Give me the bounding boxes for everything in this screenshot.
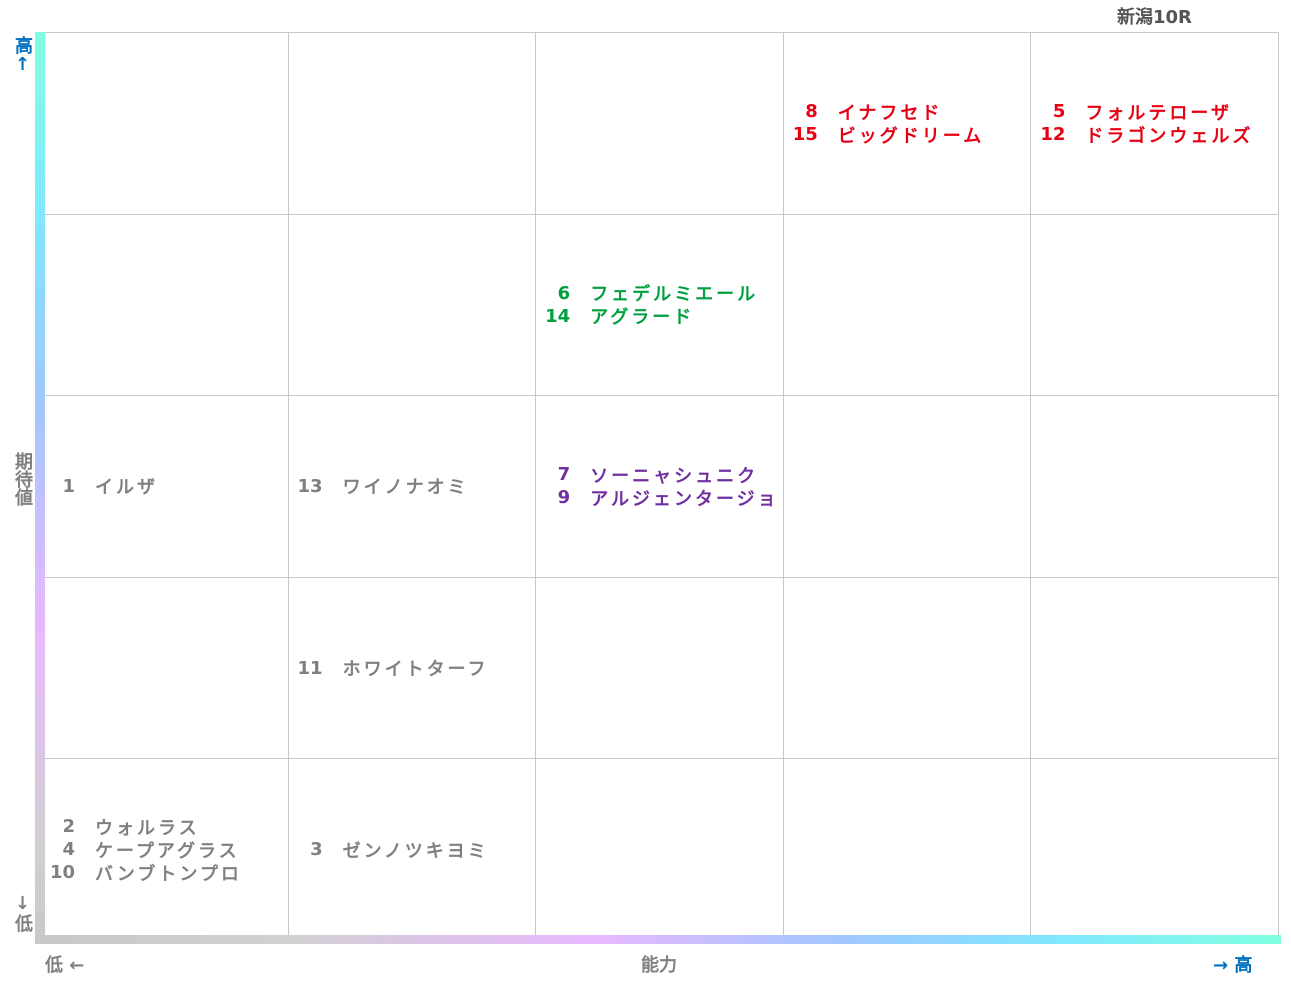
horse-name: ケープアグラス bbox=[95, 840, 240, 862]
horse-number: 3 bbox=[310, 839, 323, 861]
entry: 10 バンブトンプロ bbox=[41, 861, 288, 885]
grid: 8 イナフセド 15 ビッグドリーム 5 フォルテローザ 12 ドラゴンウェルズ 6 フェデルミエ… bbox=[41, 32, 1279, 941]
cell: 3 ゼンノツキヨミ bbox=[288, 759, 537, 941]
cell bbox=[783, 577, 1032, 760]
horse-number: 14 bbox=[545, 305, 571, 327]
entry: 8 イナフセド bbox=[784, 100, 1031, 124]
cell: 5 フォルテローザ 12 ドラゴンウェルズ bbox=[1031, 33, 1279, 215]
cell: 7 ソーニャシュニク 9 アルジェンタージョ bbox=[536, 396, 784, 578]
cell bbox=[1031, 396, 1279, 578]
horse-name: フェデルミエール bbox=[590, 284, 759, 306]
entry: 7 ソーニャシュニク bbox=[536, 463, 783, 487]
horse-number: 11 bbox=[297, 657, 323, 679]
cell: 11 ホワイトターフ bbox=[288, 577, 537, 760]
entry: 4 ケープアグラス bbox=[41, 838, 288, 862]
horse-name: イナフセド bbox=[837, 102, 943, 124]
cell bbox=[536, 33, 784, 215]
horse-number: 9 bbox=[557, 487, 571, 509]
x-axis-high: → 高 bbox=[1213, 955, 1253, 976]
cell bbox=[536, 759, 784, 941]
cell bbox=[1031, 759, 1279, 941]
horse-name: アグラード bbox=[590, 307, 695, 329]
cell bbox=[783, 396, 1032, 578]
cell bbox=[1031, 577, 1279, 760]
entry: 15 ビッグドリーム bbox=[784, 123, 1031, 147]
horse-number: 1 bbox=[62, 475, 75, 497]
x-axis-label: 能力 bbox=[641, 955, 677, 976]
horse-name: ゼンノツキヨミ bbox=[342, 840, 489, 862]
horse-number: 4 bbox=[62, 839, 75, 861]
horse-number: 2 bbox=[62, 816, 75, 838]
entry: 6 フェデルミエール bbox=[536, 282, 783, 306]
cell: 1 イルザ bbox=[41, 396, 289, 578]
x-axis-bar bbox=[35, 935, 1281, 944]
entry: 12 ドラゴンウェルズ bbox=[1031, 123, 1278, 147]
y-axis-bar bbox=[35, 32, 45, 944]
entry: 13 ワイノナオミ bbox=[289, 475, 536, 499]
cell bbox=[288, 214, 537, 397]
entry: 9 アルジェンタージョ bbox=[536, 486, 783, 510]
horse-number: 7 bbox=[557, 464, 571, 486]
horse-name: ウォルラス bbox=[95, 817, 200, 839]
cell bbox=[1031, 214, 1279, 397]
cell: 13 ワイノナオミ bbox=[288, 396, 537, 578]
cell bbox=[783, 214, 1032, 397]
horse-name: イルザ bbox=[95, 477, 158, 499]
horse-name: バンブトンプロ bbox=[95, 863, 242, 885]
horse-name: フォルテローザ bbox=[1085, 102, 1233, 124]
horse-number: 8 bbox=[805, 101, 818, 123]
cell: 6 フェデルミエール 14 アグラード bbox=[536, 214, 784, 397]
cell bbox=[783, 759, 1032, 941]
horse-name: ワイノナオミ bbox=[342, 477, 469, 499]
cell: 2 ウォルラス 4 ケープアグラス 10 バンブトンプロ bbox=[41, 759, 289, 941]
y-axis-label: 期待値 bbox=[12, 452, 33, 506]
y-axis-high: 高↑ bbox=[12, 36, 33, 75]
horse-name: ホワイトターフ bbox=[342, 659, 489, 681]
horse-number: 10 bbox=[49, 862, 75, 884]
horse-number: 6 bbox=[557, 282, 571, 304]
cell bbox=[288, 33, 537, 215]
entry: 3 ゼンノツキヨミ bbox=[289, 838, 536, 862]
horse-number: 13 bbox=[297, 475, 323, 497]
cell bbox=[41, 577, 289, 760]
title: 新潟10R bbox=[1117, 7, 1192, 28]
entry: 11 ホワイトターフ bbox=[289, 657, 536, 681]
horse-number: 12 bbox=[1040, 124, 1066, 146]
y-axis-low: ↓低 bbox=[12, 893, 33, 932]
x-axis-low: 低 ← bbox=[45, 955, 85, 976]
entry: 2 ウォルラス bbox=[41, 815, 288, 839]
horse-name: アルジェンタージョ bbox=[590, 488, 779, 510]
cell bbox=[41, 214, 289, 397]
entry: 5 フォルテローザ bbox=[1031, 100, 1278, 124]
horse-name: ソーニャシュニク bbox=[590, 465, 759, 487]
horse-number: 15 bbox=[792, 124, 818, 146]
horse-number: 5 bbox=[1052, 101, 1066, 123]
cell: 8 イナフセド 15 ビッグドリーム bbox=[783, 33, 1032, 215]
cell bbox=[536, 577, 784, 760]
cell bbox=[41, 33, 289, 215]
entry: 14 アグラード bbox=[536, 305, 783, 329]
entry: 1 イルザ bbox=[41, 475, 288, 499]
horse-name: ビッグドリーム bbox=[837, 125, 985, 147]
horse-name: ドラゴンウェルズ bbox=[1085, 125, 1254, 147]
